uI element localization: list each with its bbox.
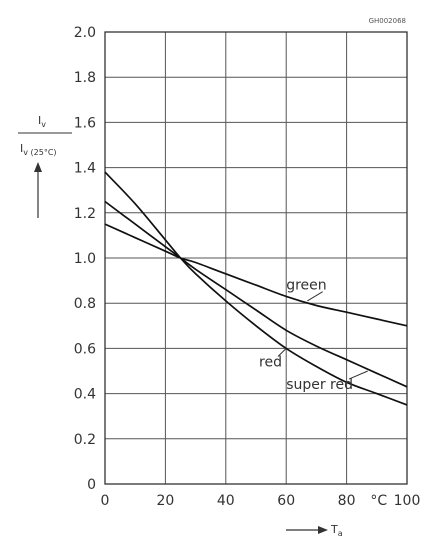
y-tick-label: 1.0: [74, 251, 96, 267]
y-axis-arrowhead: [34, 162, 42, 172]
x-label-text: Ta: [330, 523, 343, 538]
annotation-super-red: super red: [286, 377, 353, 393]
y-tick-label: 1.6: [74, 115, 96, 131]
leader-line-green: [307, 291, 323, 302]
y-axis-label: Iv Iv (25°C): [18, 114, 72, 218]
series-line-green: [104, 223, 408, 327]
annotation-red: red: [259, 354, 282, 370]
y-tick-label: 0.2: [74, 432, 96, 448]
x-tick-label: 100: [394, 493, 421, 509]
series-line-red: [104, 200, 408, 388]
leader-line-super-red: [348, 370, 368, 380]
annotation-green: green: [286, 278, 326, 294]
x-tick-label: 40: [217, 493, 235, 509]
series-line-super-red: [104, 171, 408, 406]
x-unit-label: °C: [370, 493, 387, 509]
y-tick-label: 0.6: [74, 341, 96, 357]
x-tick-label: 60: [277, 493, 295, 509]
y-tick-label: 1.8: [74, 70, 96, 86]
x-axis-arrowhead: [318, 526, 328, 534]
y-tick-label: 0: [87, 477, 96, 493]
series: [104, 171, 408, 406]
leader-line-red: [277, 348, 287, 357]
y-label-denominator: Iv (25°C): [20, 142, 57, 157]
x-axis-label: Ta: [286, 523, 343, 538]
y-tick-label: 0.8: [74, 296, 96, 312]
y-tick-label: 2.0: [74, 25, 96, 41]
x-tick-label: 0: [101, 493, 110, 509]
x-tick-label: 80: [338, 493, 356, 509]
plot-frame: [104, 31, 408, 485]
x-tick-label: 20: [156, 493, 174, 509]
tick-labels: 0 0.2 0.4 0.6 0.8 1.0 1.2 1.4 1.6 1.8 2.0 0 20 40 60 80…: [74, 25, 421, 509]
grid: [105, 32, 407, 484]
y-tick-label: 1.4: [74, 161, 96, 177]
y-tick-label: 0.4: [74, 387, 96, 403]
y-tick-label: 1.2: [74, 206, 96, 222]
y-label-numerator: Iv: [38, 114, 46, 129]
figure-code: GH002068: [369, 17, 406, 25]
